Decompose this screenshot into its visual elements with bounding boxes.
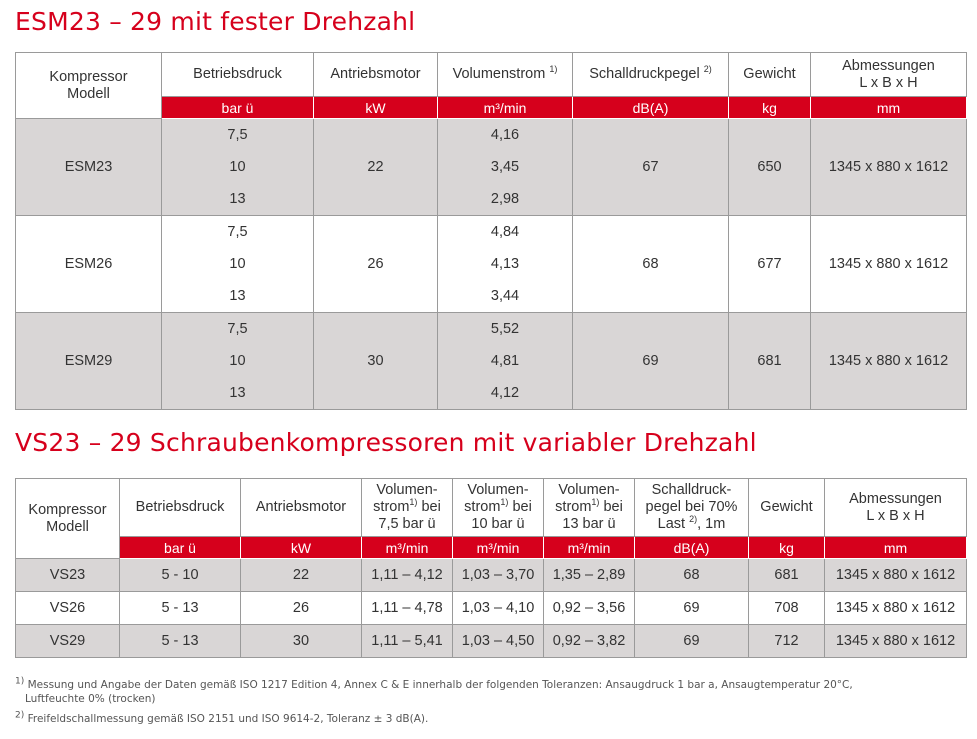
unit-motor: kW (240, 536, 362, 559)
cell-dims: 1345 x 880 x 1612 (810, 312, 967, 410)
unit-pressure: bar ü (119, 536, 241, 559)
cell-model: ESM26 (15, 215, 162, 313)
cell-motor: 30 (240, 624, 362, 658)
cell-dims: 1345 x 880 x 1612 (810, 118, 967, 216)
table-row: ESM29 7,5 10 13 30 5,52 4,81 4,12 69 681 134… (15, 312, 967, 410)
unit-weight: kg (748, 536, 825, 559)
cell-model: VS23 (15, 558, 120, 592)
cell-weight: 650 (728, 118, 811, 216)
cell-flow-10: 1,03 – 3,70 (452, 558, 544, 592)
header-flow-13: Volumen-strom1) bei 13 bar ü (543, 478, 635, 537)
units-row: bar ü kW m³/min dB(A) kg mm (16, 96, 967, 119)
cell-sound: 68 (572, 215, 729, 313)
cell-motor: 26 (240, 591, 362, 625)
cell-flow-10: 1,03 – 4,50 (452, 624, 544, 658)
cell-flows: 5,52 4,81 4,12 (437, 312, 573, 410)
table-header-row: Kompressor Modell Betriebsdruck Antriebsm… (15, 52, 967, 119)
unit-dims: mm (810, 96, 967, 119)
cell-weight: 708 (748, 591, 825, 625)
unit-flow-13: m³/min (543, 536, 635, 559)
cell-model: VS29 (15, 624, 120, 658)
cell-weight: 681 (748, 558, 825, 592)
section-title-fixed-speed: ESM23 – 29 mit fester Drehzahl (15, 7, 416, 36)
footnote-1: 1) Messung und Angabe der Daten gemäß IS… (15, 676, 965, 706)
cell-flow-13: 1,35 – 2,89 (543, 558, 635, 592)
cell-sound: 69 (634, 624, 749, 658)
unit-flow-10: m³/min (452, 536, 544, 559)
cell-dims: 1345 x 880 x 1612 (824, 591, 967, 625)
footnote-1-mark: 1) (15, 676, 25, 687)
header-dims: Abmessungen L x B x H (810, 52, 967, 97)
cell-weight: 712 (748, 624, 825, 658)
cell-motor: 22 (240, 558, 362, 592)
header-flow: Volumenstrom 1) (437, 52, 573, 97)
cell-motor: 22 (313, 118, 438, 216)
cell-flows: 4,84 4,13 3,44 (437, 215, 573, 313)
cell-pressures: 7,5 10 13 (161, 118, 314, 216)
header-pressure: Betriebsdruck (161, 52, 314, 97)
variable-speed-spec-table: Kompressor Modell Betriebsdruck Antriebsm… (15, 478, 967, 658)
table-row: VS23 5 - 10 22 1,11 – 4,12 1,03 – 3,70 1… (15, 558, 967, 592)
unit-flow: m³/min (437, 96, 573, 119)
table-header-row: Kompressor Modell Betriebsdruck Antriebsm… (15, 478, 967, 559)
cell-sound: 69 (572, 312, 729, 410)
cell-flow-7-5: 1,11 – 4,12 (361, 558, 453, 592)
cell-flow-7-5: 1,11 – 5,41 (361, 624, 453, 658)
unit-sound: dB(A) (572, 96, 729, 119)
footnote-2-text: Freifeldschallmessung gemäß ISO 2151 und… (27, 713, 429, 725)
cell-sound: 69 (634, 591, 749, 625)
cell-dims: 1345 x 880 x 1612 (824, 558, 967, 592)
units-row: bar ü kW m³/min m³/min m³/min dB(A) kg m… (16, 536, 967, 559)
cell-model: ESM23 (15, 118, 162, 216)
unit-flow-7-5: m³/min (361, 536, 453, 559)
cell-dims: 1345 x 880 x 1612 (810, 215, 967, 313)
header-motor: Antriebsmotor (313, 52, 438, 97)
footnote-2-mark: 2) (15, 710, 25, 721)
footnote-2: 2) Freifeldschallmessung gemäß ISO 2151 … (15, 710, 965, 726)
cell-pressure: 5 - 13 (119, 591, 241, 625)
table-row: ESM23 7,5 10 13 22 4,16 3,45 2,98 67 650 134… (15, 118, 967, 216)
header-pressure: Betriebsdruck (119, 478, 241, 537)
cell-motor: 26 (313, 215, 438, 313)
header-weight: Gewicht (728, 52, 811, 97)
cell-pressure: 5 - 13 (119, 624, 241, 658)
table-row: VS29 5 - 13 30 1,11 – 5,41 1,03 – 4,50 0… (15, 624, 967, 658)
table-row: VS26 5 - 13 26 1,11 – 4,78 1,03 – 4,10 0… (15, 591, 967, 625)
cell-flow-7-5: 1,11 – 4,78 (361, 591, 453, 625)
footnote-1-text-cont: Luftfeuchte 0% (trocken) (25, 693, 156, 705)
unit-motor: kW (313, 96, 438, 119)
cell-sound: 68 (634, 558, 749, 592)
unit-weight: kg (728, 96, 811, 119)
cell-pressures: 7,5 10 13 (161, 215, 314, 313)
header-model: Kompressor Modell (15, 52, 162, 119)
section-title-variable-speed: VS23 – 29 Schraubenkompressoren mit vari… (15, 428, 757, 457)
cell-flow-13: 0,92 – 3,82 (543, 624, 635, 658)
unit-dims: mm (824, 536, 967, 559)
cell-flow-10: 1,03 – 4,10 (452, 591, 544, 625)
unit-pressure: bar ü (161, 96, 314, 119)
header-model: Kompressor Modell (15, 478, 120, 559)
table-row: ESM26 7,5 10 13 26 4,84 4,13 3,44 68 677 134… (15, 215, 967, 313)
cell-weight: 681 (728, 312, 811, 410)
cell-pressure: 5 - 10 (119, 558, 241, 592)
header-sound: Schalldruck-pegel bei 70% Last 2), 1m (634, 478, 749, 537)
cell-flow-13: 0,92 – 3,56 (543, 591, 635, 625)
cell-model: VS26 (15, 591, 120, 625)
cell-weight: 677 (728, 215, 811, 313)
header-motor: Antriebsmotor (240, 478, 362, 537)
cell-flows: 4,16 3,45 2,98 (437, 118, 573, 216)
footnote-1-text: Messung und Angabe der Daten gemäß ISO 1… (27, 679, 853, 691)
header-dims: Abmessungen L x B x H (824, 478, 967, 537)
header-sound: Schalldruckpegel 2) (572, 52, 729, 97)
cell-model: ESM29 (15, 312, 162, 410)
fixed-speed-spec-table: Kompressor Modell Betriebsdruck Antriebsm… (15, 52, 967, 410)
header-flow-10: Volumen-strom1) bei 10 bar ü (452, 478, 544, 537)
cell-sound: 67 (572, 118, 729, 216)
cell-pressures: 7,5 10 13 (161, 312, 314, 410)
cell-motor: 30 (313, 312, 438, 410)
cell-dims: 1345 x 880 x 1612 (824, 624, 967, 658)
header-weight: Gewicht (748, 478, 825, 537)
header-flow-7-5: Volumen-strom1) bei 7,5 bar ü (361, 478, 453, 537)
unit-sound: dB(A) (634, 536, 749, 559)
